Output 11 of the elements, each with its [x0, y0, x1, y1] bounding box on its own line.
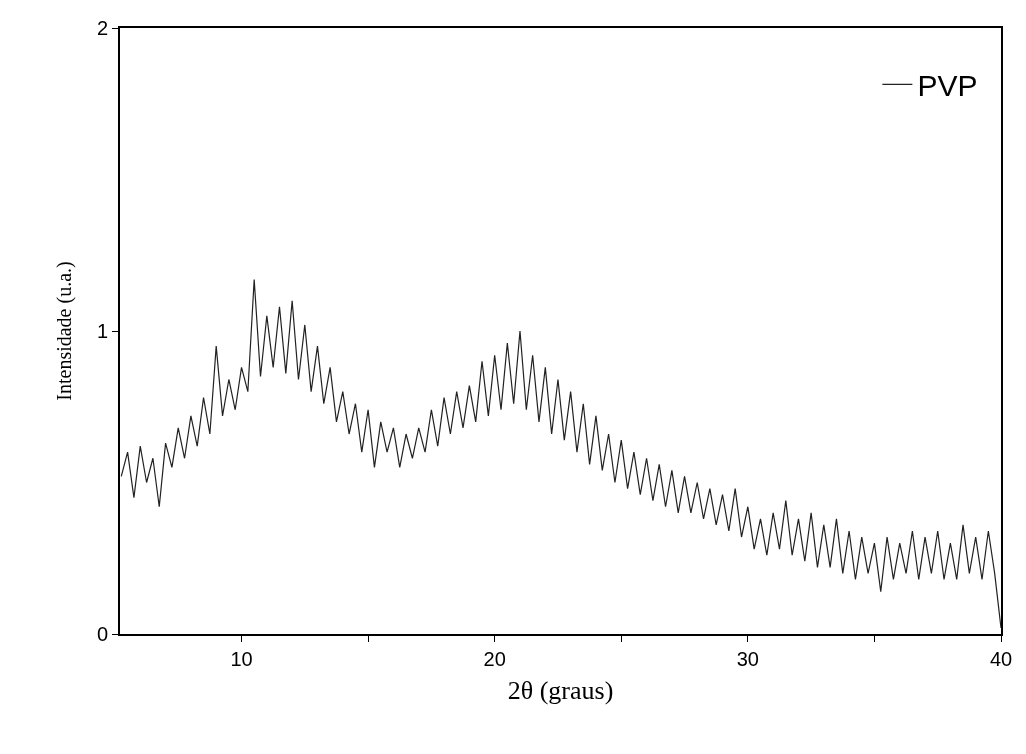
- x-tick-label: 40: [989, 648, 1013, 670]
- x-axis-title: 2θ (graus): [507, 676, 614, 706]
- legend-label: PVP: [917, 69, 978, 102]
- x-tick-label: 30: [736, 648, 759, 670]
- x-tick-label: 10: [230, 648, 253, 670]
- y-axis-title: Intensidade (u.a.): [52, 261, 76, 401]
- y-tick-label: 0: [96, 623, 108, 645]
- x-tick-label: 20: [483, 648, 506, 670]
- y-tick-label: 1: [96, 320, 108, 342]
- y-tick-label: 2: [96, 17, 108, 39]
- line-series: [120, 278, 1001, 629]
